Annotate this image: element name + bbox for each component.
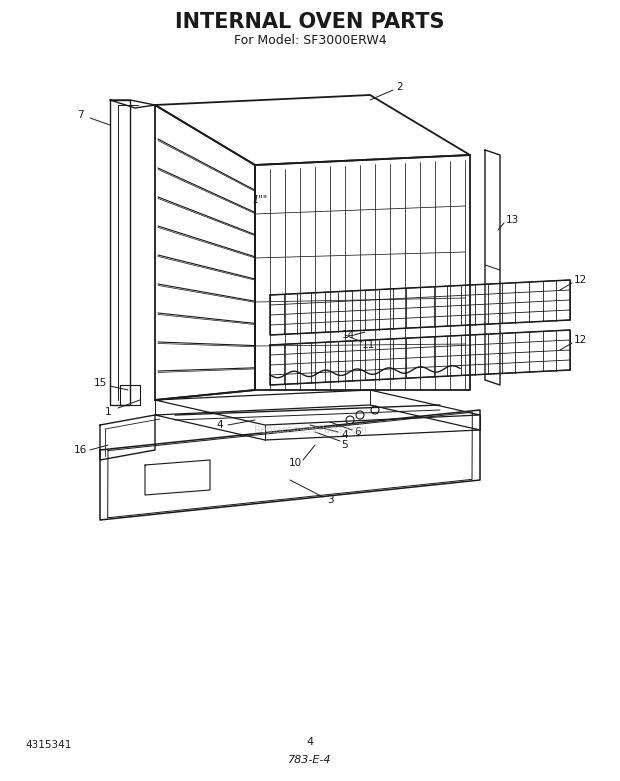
Text: 12: 12 (574, 275, 587, 285)
Text: INTERNAL OVEN PARTS: INTERNAL OVEN PARTS (175, 12, 445, 32)
Text: 3: 3 (327, 495, 334, 505)
Text: 783-E-4: 783-E-4 (288, 755, 332, 765)
Text: 5: 5 (342, 440, 348, 450)
Text: 1: 1 (105, 407, 112, 417)
Text: 4: 4 (342, 430, 348, 440)
Text: 7: 7 (77, 110, 83, 120)
Text: 2: 2 (397, 82, 404, 92)
Text: ReplacementParts.com: ReplacementParts.com (254, 425, 366, 435)
Text: 6: 6 (355, 427, 361, 437)
Text: 11: 11 (361, 340, 374, 350)
Text: 4: 4 (306, 737, 314, 747)
Text: 14: 14 (342, 330, 355, 340)
Text: 1"": 1"" (252, 195, 268, 205)
Text: 15: 15 (94, 378, 107, 388)
Text: 13: 13 (505, 215, 518, 225)
Text: 16: 16 (73, 445, 87, 455)
Text: 4315341: 4315341 (25, 740, 71, 750)
Text: 12: 12 (574, 335, 587, 345)
Text: 4: 4 (216, 420, 223, 430)
Text: For Model: SF3000ERW4: For Model: SF3000ERW4 (234, 34, 386, 47)
Text: 10: 10 (288, 458, 301, 468)
